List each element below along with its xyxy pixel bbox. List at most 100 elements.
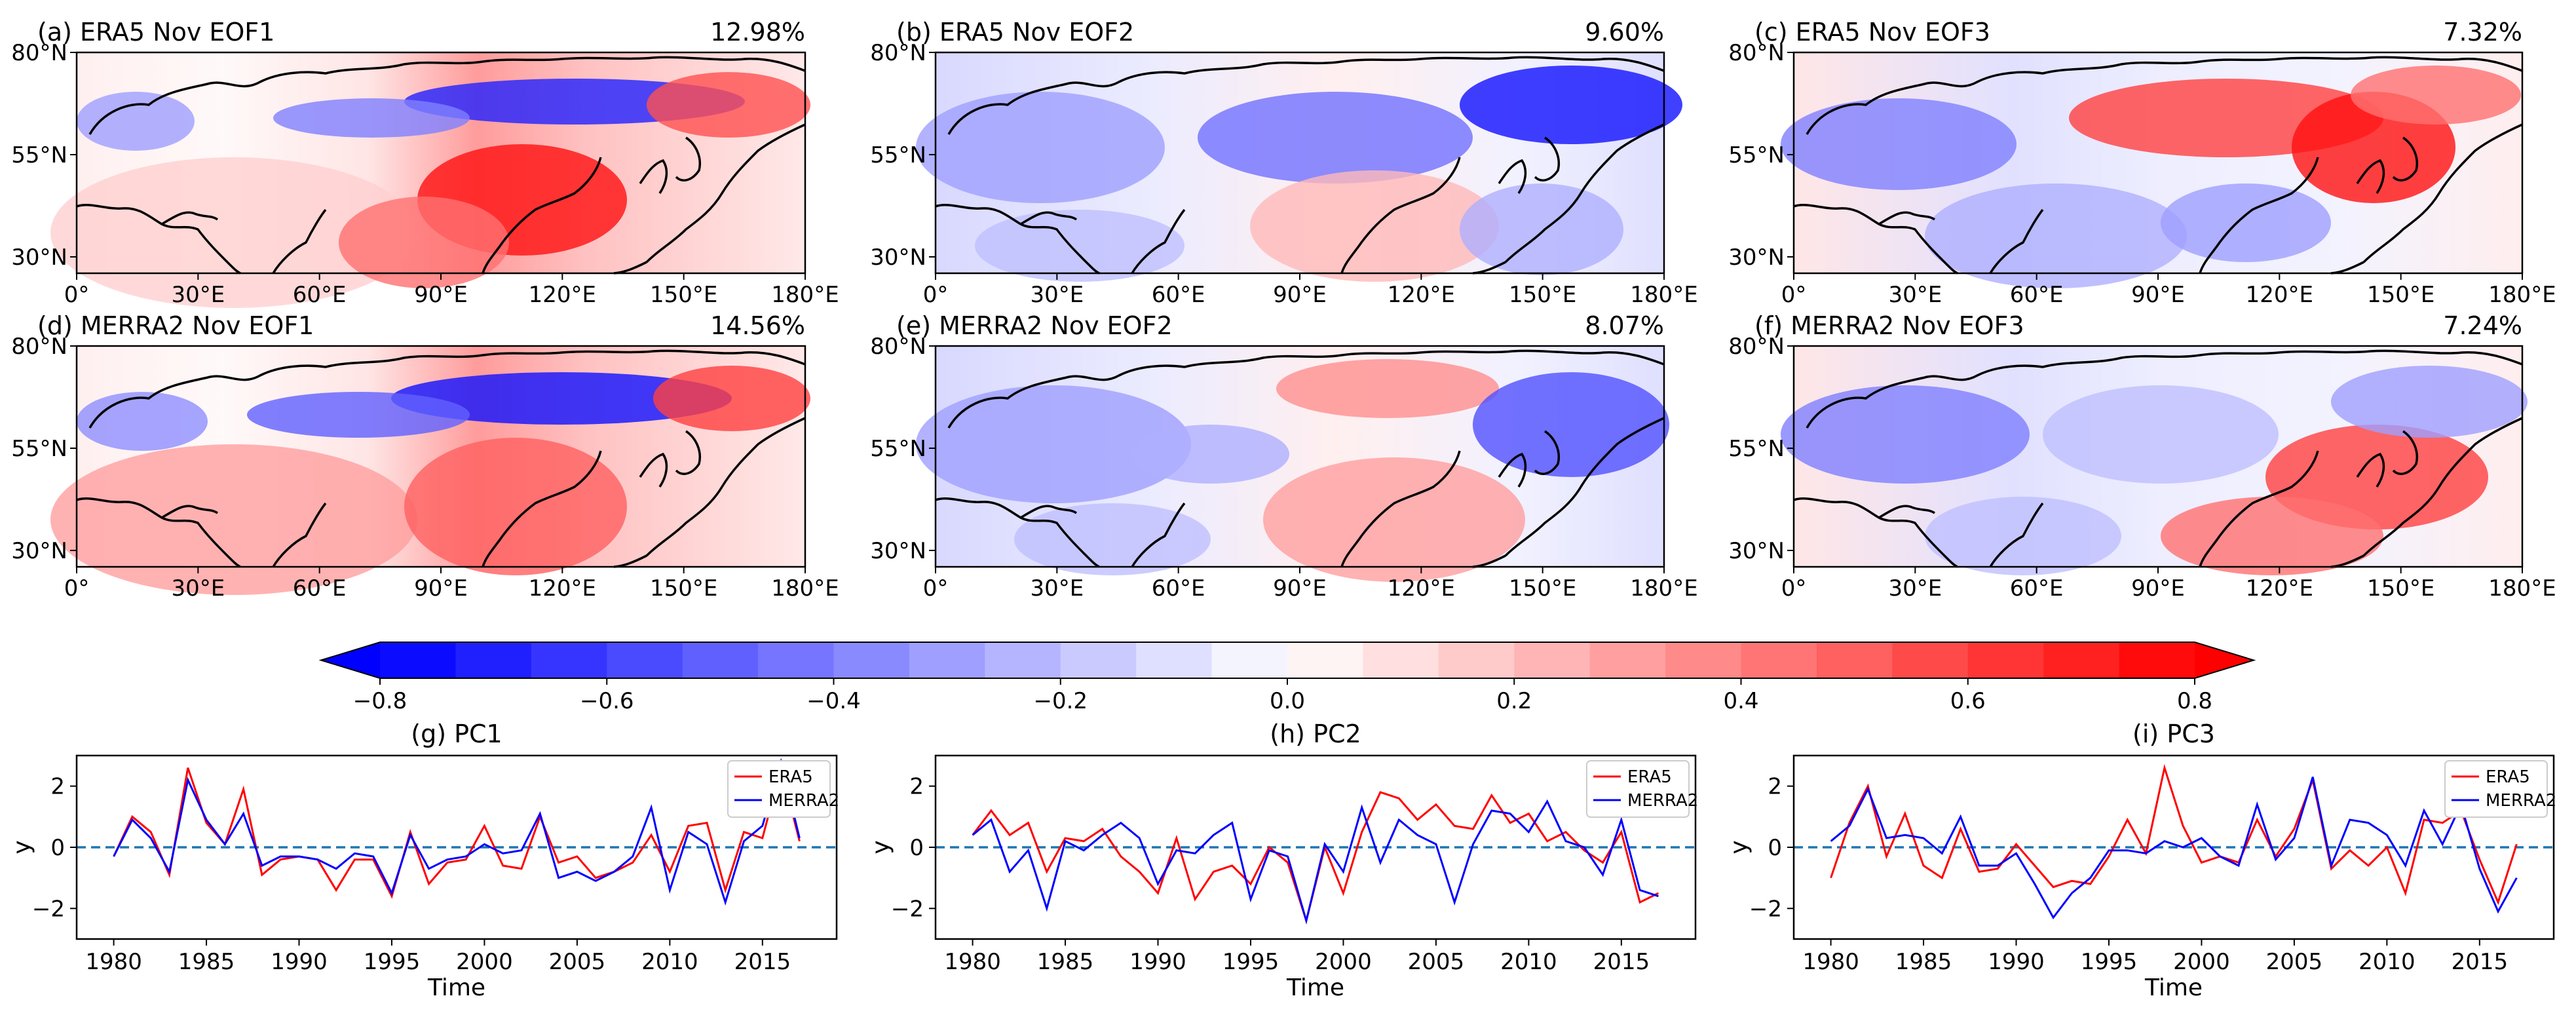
lat-tick-label: 30°N bbox=[870, 244, 926, 271]
y-tick-label: 0 bbox=[50, 835, 65, 861]
lon-tick-label: 90°E bbox=[2131, 575, 2185, 602]
colorbar-tick-label: −0.8 bbox=[353, 688, 407, 714]
colorbar-segment bbox=[1816, 642, 1893, 678]
lat-tick-label: 80°N bbox=[11, 334, 67, 360]
lat-tick-label: 55°N bbox=[11, 142, 67, 168]
pc1-chart: (g) PC1 2 0 −2 1980 1985 1990 1995 2000 2005 2010 2… bbox=[9, 720, 839, 1001]
lat-tick-label: 30°N bbox=[11, 244, 67, 271]
colorbar-segment bbox=[833, 642, 910, 678]
variance-label: 7.32% bbox=[2443, 18, 2522, 47]
anomaly-blob bbox=[1132, 425, 1289, 484]
lon-tick-label: 30°E bbox=[1888, 575, 1942, 602]
legend-box bbox=[2444, 760, 2548, 818]
legend: ERA5 MERRA2 bbox=[727, 760, 839, 818]
lon-tick-label: 150°E bbox=[650, 575, 717, 602]
anomaly-blob bbox=[1014, 503, 1211, 575]
anomaly-blob bbox=[2161, 497, 2383, 575]
legend-label: MERRA2 bbox=[2486, 791, 2556, 811]
lon-tick-label: 60°E bbox=[1152, 282, 1205, 308]
coastline bbox=[76, 349, 806, 568]
y-tick-label: −2 bbox=[891, 896, 924, 922]
anomaly-blob bbox=[50, 444, 417, 595]
panel-title: (e) MERRA2 Nov EOF2 bbox=[896, 311, 1173, 340]
x-tick-label: 1980 bbox=[85, 949, 142, 975]
legend-label: ERA5 bbox=[768, 767, 813, 787]
panel-title: (d) MERRA2 Nov EOF1 bbox=[37, 311, 314, 340]
colorbar-segment bbox=[1136, 642, 1213, 678]
y-axis-label: y bbox=[1726, 840, 1752, 854]
lon-tick-label: 90°E bbox=[414, 282, 468, 308]
legend-label: MERRA2 bbox=[768, 791, 839, 811]
anomaly-blob bbox=[77, 392, 208, 451]
lon-tick-label: 30°E bbox=[1030, 282, 1084, 308]
colorbar-segment bbox=[1438, 642, 1515, 678]
x-tick-label: 2010 bbox=[2358, 949, 2415, 975]
colorbar-segment bbox=[682, 642, 759, 678]
x-tick-label: 2015 bbox=[734, 949, 791, 975]
anomaly-blob bbox=[916, 92, 1165, 203]
variance-label: 14.56% bbox=[710, 311, 805, 340]
x-tick-label: 2000 bbox=[1315, 949, 1372, 975]
colorbar-segment bbox=[1589, 642, 1666, 678]
map-panel-a: (a) ERA5 Nov EOF1 12.98% 80°N 55°N 30°N 0° 3… bbox=[11, 18, 839, 308]
lon-tick-label: 180°E bbox=[1630, 282, 1697, 308]
lon-tick-label: 180°E bbox=[2488, 575, 2556, 602]
lon-tick-label: 0° bbox=[1781, 282, 1807, 308]
x-tick-label: 2000 bbox=[2173, 949, 2230, 975]
anomaly-blob bbox=[1460, 66, 1682, 144]
lon-tick-label: 30°E bbox=[171, 575, 225, 602]
colorbar-segment bbox=[1060, 642, 1137, 678]
colorbar-arrow-max bbox=[2195, 642, 2254, 678]
lon-tick-label: 60°E bbox=[2010, 575, 2064, 602]
colorbar-tick-label: 0.2 bbox=[1496, 688, 1532, 714]
x-tick-label: 1985 bbox=[1895, 949, 1952, 975]
lat-tick-label: 55°N bbox=[870, 142, 926, 168]
colorbar-segment bbox=[909, 642, 985, 678]
y-tick-label: 0 bbox=[909, 835, 924, 861]
lat-tick-label: 80°N bbox=[1728, 40, 1785, 66]
coastline bbox=[935, 56, 1665, 275]
x-tick-label: 1995 bbox=[1222, 949, 1279, 975]
lat-tick-label: 55°N bbox=[11, 436, 67, 462]
anomaly-blob bbox=[77, 92, 195, 151]
lon-tick-label: 150°E bbox=[1509, 575, 1576, 602]
panel-title: (f) MERRA2 Nov EOF3 bbox=[1754, 311, 2024, 340]
anomaly-blob bbox=[653, 366, 810, 431]
lon-tick-label: 90°E bbox=[1273, 575, 1327, 602]
lon-tick-label: 0° bbox=[923, 575, 949, 602]
legend-label: MERRA2 bbox=[1627, 791, 1698, 811]
anomaly-blob bbox=[391, 372, 732, 425]
x-axis-label: Time bbox=[427, 974, 485, 1001]
colorbar-segment bbox=[2119, 642, 2195, 678]
lat-tick-label: 55°N bbox=[1728, 142, 1785, 168]
anomaly-blob bbox=[339, 197, 509, 288]
x-tick-label: 2010 bbox=[1500, 949, 1557, 975]
lon-tick-label: 60°E bbox=[293, 282, 347, 308]
series-line-era5 bbox=[113, 763, 801, 899]
y-tick-label: −2 bbox=[1749, 896, 1782, 922]
anomaly-blob bbox=[247, 392, 470, 438]
anomaly-blob bbox=[1781, 98, 2017, 190]
x-tick-label: 1985 bbox=[178, 949, 235, 975]
anomaly-blob bbox=[2351, 66, 2521, 125]
lon-tick-label: 30°E bbox=[1030, 575, 1084, 602]
legend-box bbox=[1586, 760, 1690, 818]
anomaly-blob bbox=[975, 210, 1184, 282]
legend-label: ERA5 bbox=[2486, 767, 2530, 787]
colorbar-segment bbox=[1892, 642, 1969, 678]
colorbar-tick-label: −0.4 bbox=[806, 688, 861, 714]
lon-tick-label: 120°E bbox=[2246, 575, 2313, 602]
anomaly-blob bbox=[1781, 385, 2030, 484]
lon-tick-label: 180°E bbox=[771, 575, 839, 602]
x-tick-label: 1995 bbox=[364, 949, 421, 975]
chart-title: (h) PC2 bbox=[1270, 720, 1361, 748]
map-panel-f: (f) MERRA2 Nov EOF3 7.24% 80°N 55°N 30°N 0°… bbox=[1728, 311, 2556, 602]
lat-tick-label: 80°N bbox=[870, 334, 926, 360]
panel-title: (b) ERA5 Nov EOF2 bbox=[896, 18, 1134, 47]
y-tick-label: 2 bbox=[909, 774, 924, 800]
y-tick-label: −2 bbox=[32, 896, 65, 922]
x-tick-label: 2005 bbox=[549, 949, 606, 975]
lon-tick-label: 120°E bbox=[1388, 282, 1455, 308]
series-line-merra2 bbox=[1830, 777, 2518, 920]
anomaly-blob bbox=[50, 157, 417, 308]
